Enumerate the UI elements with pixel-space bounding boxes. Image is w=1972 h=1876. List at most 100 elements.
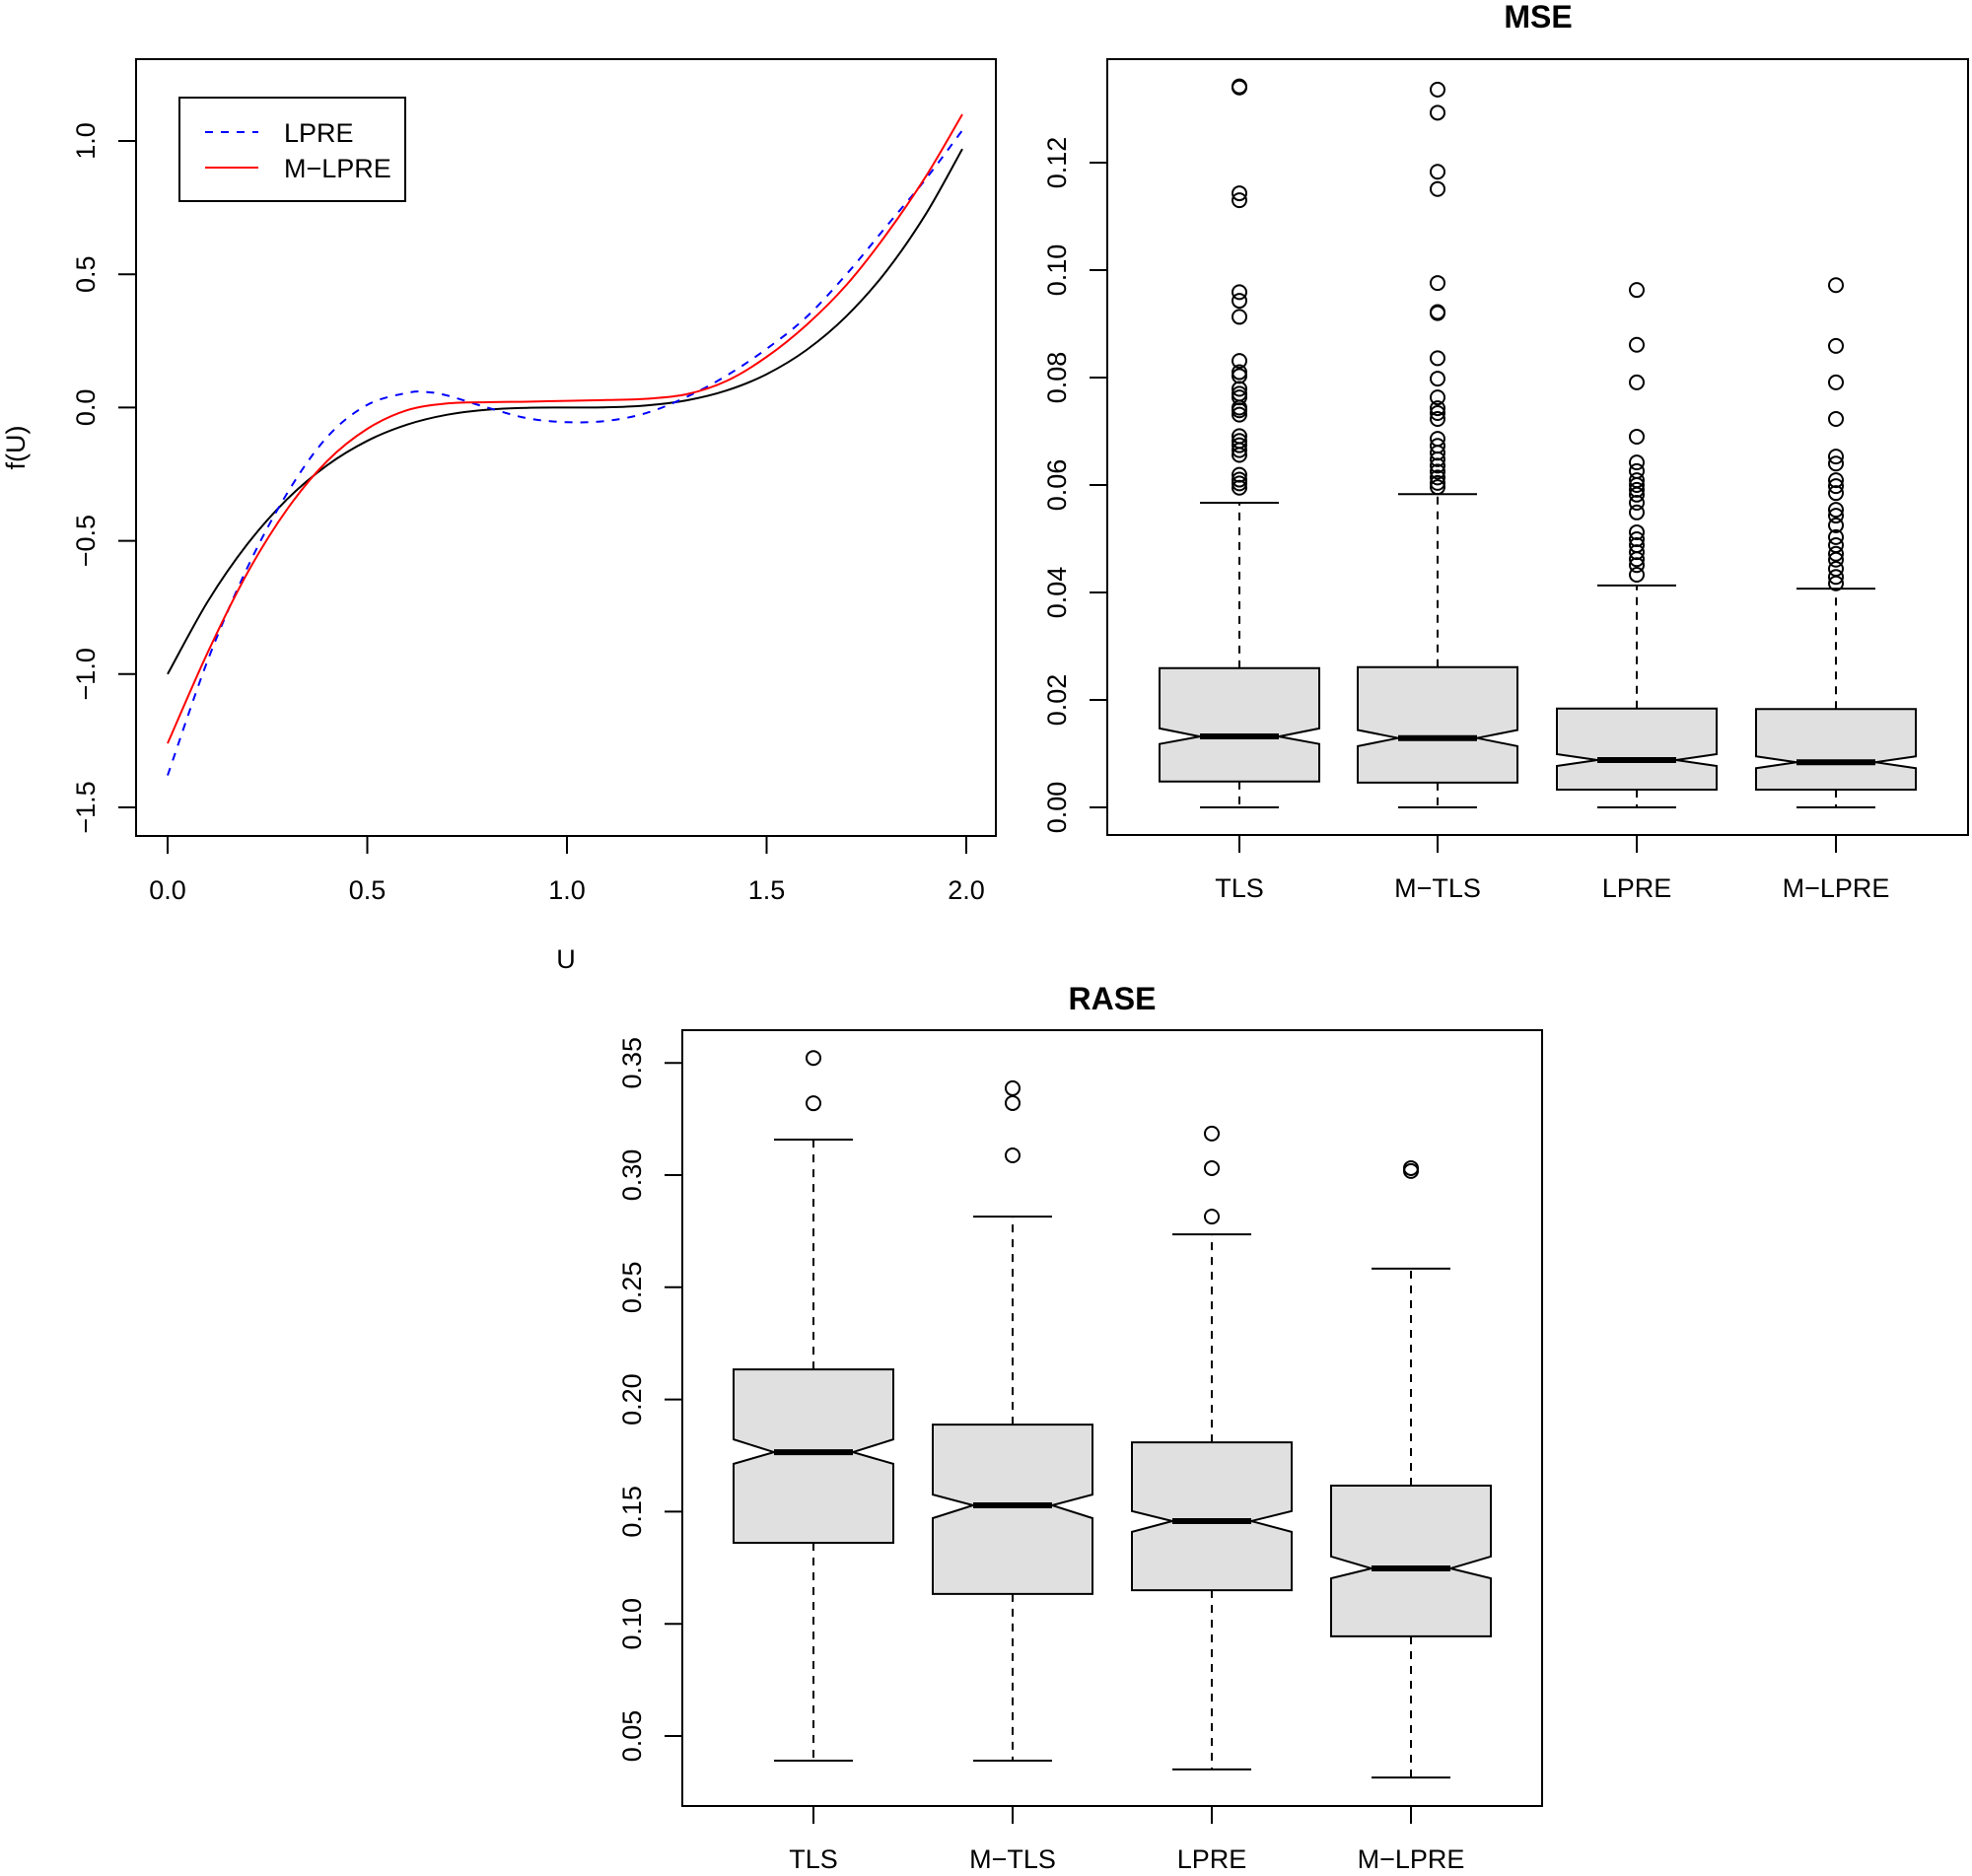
outlier-point [1232,353,1247,370]
box-m-lpre [1330,1159,1492,1779]
boxes-layer [1159,78,1917,808]
y-tick-label: 0.08 [1042,352,1072,404]
notched-box [1357,665,1518,784]
x-tick-label-m-tls: M−TLS [1394,873,1481,903]
outlier-point [1232,381,1247,397]
rase-title: RASE [1069,981,1157,1016]
y-axis: 0.00 0.02 0.04 0.06 0.08 0.10 0.12 [1042,137,1108,833]
outlier-point [1629,428,1645,445]
x-tick-label-lpre: LPRE [1602,873,1672,903]
x-axis: TLS M−TLS LPRE M−LPRE [1215,834,1889,903]
x-tick-label-tls: TLS [789,1844,838,1874]
outlier-point [1232,192,1247,209]
x-axis: 0.0 0.5 1.0 1.5 2.0 [149,835,985,905]
outlier-point [1430,305,1445,321]
y-tick-label: 0.20 [617,1373,647,1425]
y-tick-label: −0.5 [71,515,101,567]
x-tick-label-tls: TLS [1215,873,1264,903]
outlier-point [1232,309,1247,325]
outlier-point [1828,517,1844,533]
y-tick-label: 0.02 [1042,674,1072,727]
outlier-point [1005,1094,1021,1111]
outlier-point [1232,402,1247,419]
outlier-point [1430,451,1445,467]
outlier-point [1430,180,1445,197]
series-line-true [167,148,963,675]
notched-box [932,1424,1093,1595]
box-lpre [1556,282,1718,808]
x-axis: TLS M−TLS LPRE M−LPRE [789,1805,1465,1874]
box-tls [1159,78,1320,808]
legend-label-m-lpre: M−LPRE [284,154,391,183]
outlier-point [1204,1159,1220,1176]
y-tick-label: 0.12 [1042,137,1072,189]
outlier-point [1403,1162,1419,1179]
series-line-m-lpre [167,113,963,744]
outlier-point [1828,277,1844,294]
outlier-point [1828,508,1844,524]
x-tick-label-m-lpre: M−LPRE [1358,1844,1465,1874]
outlier-point [1828,545,1844,562]
outlier-point [1629,454,1645,471]
outlier-point [1629,494,1645,511]
outlier-point [1430,275,1445,292]
y-tick-label: 1.0 [71,122,101,160]
outlier-point [1232,284,1247,301]
outlier-point [1005,1079,1021,1096]
x-tick-label: 2.0 [948,875,985,905]
outlier-point [1828,502,1844,519]
legend: LPRE M−LPRE [178,97,406,202]
outlier-point [1828,478,1844,495]
outlier-point [1232,293,1247,310]
x-tick-label: 0.0 [149,875,186,905]
x-tick-label: 0.5 [349,875,387,905]
boxes-layer [733,1050,1492,1779]
x-axis-title: U [556,944,576,974]
outlier-point [1828,455,1844,472]
outlier-point [1828,410,1844,427]
outlier-point [1430,479,1445,496]
box-tls [733,1050,894,1763]
y-tick-label: 0.10 [1042,244,1072,297]
outlier-point [1204,1125,1220,1142]
outlier-point [1005,1146,1021,1163]
series-line-lpre [167,129,963,776]
outlier-point [1629,374,1645,390]
y-axis-title: f(U) [1,426,31,470]
outlier-point [1828,374,1844,390]
box-m-tls [932,1079,1093,1763]
outlier-point [1430,404,1445,421]
outlier-point [1430,463,1445,480]
y-tick-label: 0.10 [617,1598,647,1650]
outlier-point [1204,1209,1220,1225]
notched-box [1755,708,1917,791]
outlier-point [1232,78,1247,95]
legend-box [178,97,406,202]
outlier-point [1430,81,1445,98]
outlier-point [1629,477,1645,493]
y-tick-label: 0.06 [1042,459,1072,512]
curves-layer [167,113,963,776]
outlier-point [1430,400,1445,417]
outlier-point [1629,567,1645,584]
y-tick-label: 0.25 [617,1262,647,1314]
mse-title: MSE [1504,0,1572,35]
notched-box [1556,707,1718,791]
notched-box [1159,666,1320,783]
rase-panel: RASE TLS M−TLS LPRE M−LPRE 0.05 0.10 0.15 0.20… [617,981,1543,1874]
outlier-point [1828,528,1844,545]
outlier-point [1232,185,1247,202]
outlier-point [1232,406,1247,423]
outlier-point [1430,410,1445,427]
outlier-point [1232,447,1247,463]
y-tick-label: 0.0 [71,389,101,427]
mse-panel: MSE TLS M−TLS LPRE M−LPRE 0.000.020.040.060… [1042,0,1969,903]
outlier-point [1232,479,1247,496]
y-tick-label: 0.5 [71,255,101,293]
y-tick-label: 0.35 [617,1037,647,1089]
x-tick-label-lpre: LPRE [1177,1844,1247,1874]
outlier-point [1629,504,1645,521]
outlier-point [1828,575,1844,591]
x-tick-label: 1.0 [548,875,586,905]
